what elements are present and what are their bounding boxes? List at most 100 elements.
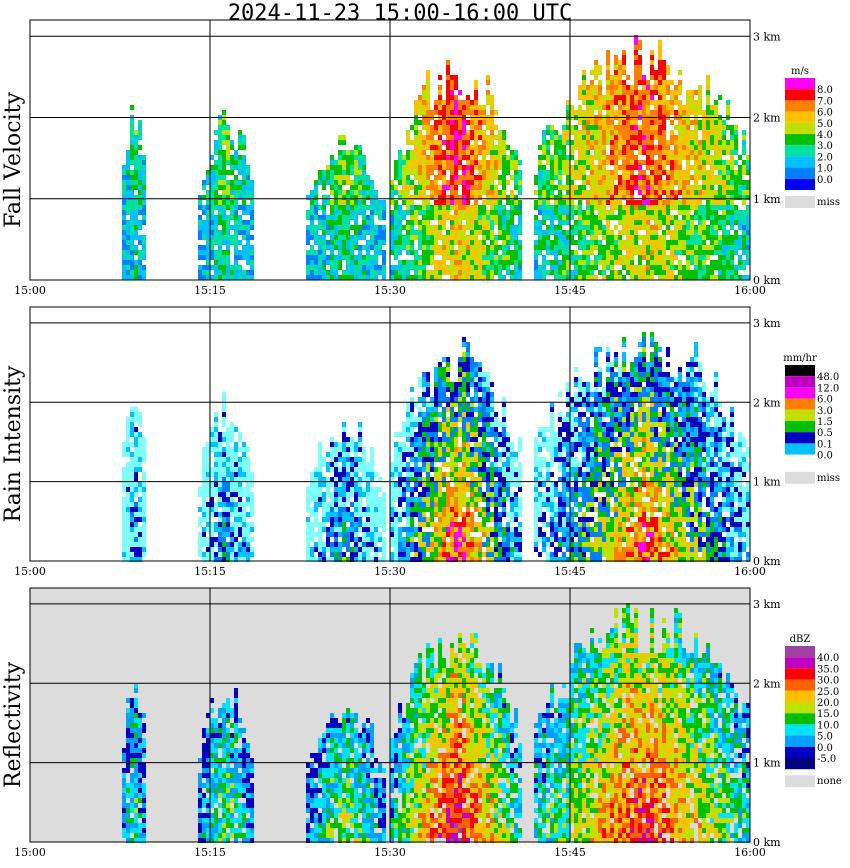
heatmap-cell bbox=[434, 140, 438, 145]
heatmap-cell bbox=[226, 200, 230, 205]
heatmap-cell bbox=[574, 135, 578, 140]
heatmap-cell bbox=[342, 270, 346, 275]
heatmap-cell bbox=[594, 235, 598, 240]
heatmap-cell bbox=[646, 110, 650, 115]
heatmap-cell bbox=[130, 210, 134, 215]
heatmap-cell bbox=[726, 275, 730, 280]
heatmap-cell bbox=[614, 160, 618, 165]
heatmap-cell bbox=[438, 442, 442, 447]
heatmap-cell bbox=[446, 100, 450, 105]
heatmap-cell bbox=[658, 195, 662, 200]
heatmap-cell bbox=[626, 105, 630, 110]
heatmap-cell bbox=[494, 110, 498, 115]
heatmap-cell bbox=[674, 225, 678, 230]
heatmap-cell bbox=[450, 185, 454, 190]
heatmap-cell bbox=[218, 482, 222, 487]
heatmap-cell bbox=[394, 225, 398, 230]
heatmap-cell bbox=[610, 135, 614, 140]
heatmap-cell bbox=[678, 110, 682, 115]
heatmap-cell bbox=[690, 155, 694, 160]
heatmap-cell bbox=[426, 382, 430, 387]
heatmap-cell bbox=[438, 367, 442, 372]
heatmap-cell bbox=[602, 160, 606, 165]
heatmap-cell bbox=[674, 155, 678, 160]
heatmap-cell bbox=[706, 140, 710, 145]
heatmap-cell bbox=[430, 427, 434, 432]
heatmap-cell bbox=[422, 240, 426, 245]
heatmap-cell bbox=[738, 180, 742, 185]
heatmap-cell bbox=[506, 265, 510, 270]
heatmap-cell bbox=[418, 210, 422, 215]
heatmap-cell bbox=[730, 220, 734, 225]
heatmap-cell bbox=[626, 235, 630, 240]
heatmap-cell bbox=[690, 140, 694, 145]
heatmap-cell bbox=[334, 230, 338, 235]
heatmap-cell bbox=[514, 230, 518, 235]
heatmap-cell bbox=[230, 447, 234, 452]
heatmap-cell bbox=[322, 220, 326, 225]
heatmap-cell bbox=[726, 255, 730, 260]
heatmap-cell bbox=[226, 532, 230, 537]
heatmap-cell bbox=[398, 452, 402, 457]
heatmap-cell bbox=[442, 245, 446, 250]
heatmap-cell bbox=[206, 507, 210, 512]
heatmap-cell bbox=[250, 497, 254, 502]
heatmap-cell bbox=[598, 250, 602, 255]
heatmap-cell bbox=[398, 240, 402, 245]
heatmap-cell bbox=[714, 165, 718, 170]
heatmap-cell bbox=[614, 90, 618, 95]
heatmap-cell bbox=[406, 412, 410, 417]
heatmap-cell bbox=[674, 175, 678, 180]
heatmap-cell bbox=[122, 270, 126, 275]
heatmap-cell bbox=[126, 442, 130, 447]
heatmap-cell bbox=[134, 417, 138, 422]
heatmap-cell bbox=[314, 472, 318, 477]
heatmap-cell bbox=[654, 205, 658, 210]
heatmap-cell bbox=[446, 265, 450, 270]
heatmap-cell bbox=[230, 427, 234, 432]
heatmap-cell bbox=[218, 542, 222, 547]
heatmap-cell bbox=[314, 507, 318, 512]
heatmap-cell bbox=[622, 175, 626, 180]
heatmap-cell bbox=[374, 250, 378, 255]
heatmap-cell bbox=[470, 235, 474, 240]
heatmap-cell bbox=[238, 447, 242, 452]
heatmap-cell bbox=[130, 517, 134, 522]
heatmap-cell bbox=[122, 235, 126, 240]
heatmap-cell bbox=[734, 240, 738, 245]
heatmap-cell bbox=[626, 140, 630, 145]
heatmap-cell bbox=[342, 487, 346, 492]
heatmap-cell bbox=[610, 265, 614, 270]
heatmap-cell bbox=[618, 190, 622, 195]
heatmap-cell bbox=[366, 482, 370, 487]
heatmap-cell bbox=[606, 265, 610, 270]
heatmap-cell bbox=[242, 487, 246, 492]
heatmap-cell bbox=[318, 492, 322, 497]
heatmap-cell bbox=[546, 250, 550, 255]
heatmap-cell bbox=[462, 215, 466, 220]
heatmap-cell bbox=[326, 512, 330, 517]
heatmap-cell bbox=[678, 250, 682, 255]
heatmap-cell bbox=[230, 537, 234, 542]
heatmap-cell bbox=[550, 225, 554, 230]
heatmap-cell bbox=[666, 160, 670, 165]
heatmap-cell bbox=[590, 160, 594, 165]
heatmap-cell bbox=[682, 190, 686, 195]
heatmap-cell bbox=[310, 260, 314, 265]
heatmap-cell bbox=[626, 225, 630, 230]
heatmap-cell bbox=[330, 155, 334, 160]
heatmap-cell bbox=[502, 145, 506, 150]
heatmap-cell bbox=[498, 245, 502, 250]
heatmap-cell bbox=[138, 547, 142, 552]
heatmap-cell bbox=[202, 537, 206, 542]
heatmap-cell bbox=[214, 160, 218, 165]
heatmap-cell bbox=[678, 155, 682, 160]
heatmap-cell bbox=[582, 215, 586, 220]
heatmap-cell bbox=[670, 255, 674, 260]
heatmap-cell bbox=[454, 145, 458, 150]
heatmap-cell bbox=[358, 487, 362, 492]
heatmap-cell bbox=[538, 160, 542, 165]
heatmap-cell bbox=[122, 487, 126, 492]
heatmap-cell bbox=[122, 245, 126, 250]
